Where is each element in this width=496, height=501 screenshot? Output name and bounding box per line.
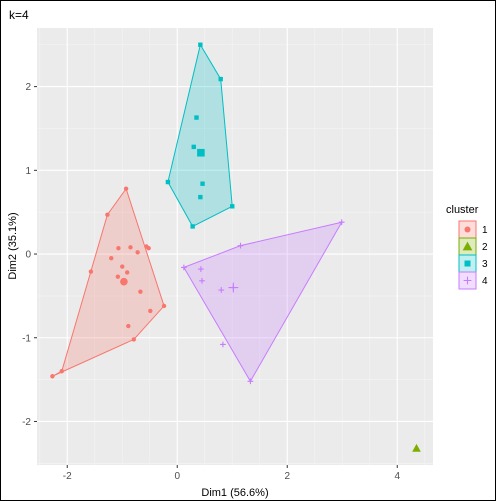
cluster-1-point (105, 212, 110, 217)
y-axis-title: Dim2 (35.1%) (7, 212, 19, 279)
cluster-3-point (200, 181, 205, 186)
y-tick-label: 0 (25, 250, 31, 261)
x-tick-label: -2 (63, 471, 72, 482)
cluster-1-point (123, 186, 129, 191)
cluster-3-centroid (197, 148, 205, 157)
legend-marker-3 (464, 260, 471, 267)
y-tick-label: -2 (22, 417, 31, 428)
cluster-4-point (220, 341, 226, 348)
major-gridlines (37, 28, 433, 465)
cluster-1-point (116, 245, 121, 251)
cluster-1-point (161, 303, 167, 309)
y-axis-ticks: -2 -1 0 1 2 (22, 82, 37, 428)
cluster-3-point (165, 179, 171, 185)
cluster-3-point (190, 224, 195, 229)
cluster-1-point (135, 250, 140, 255)
legend-label-1: 1 (482, 225, 488, 236)
cluster-4-point (198, 266, 204, 272)
cluster-1-point (148, 308, 153, 314)
cluster-1-point (59, 369, 64, 374)
cluster-4-point (247, 378, 254, 385)
cluster-4-point (338, 219, 345, 226)
cluster-1-point (126, 323, 131, 329)
x-tick-label: 4 (394, 471, 400, 482)
cluster-1-point (128, 245, 133, 250)
cluster-1-point (125, 270, 130, 275)
cluster-hulls (52, 43, 343, 383)
cluster-3-point (191, 144, 196, 150)
chart-title: k=4 (9, 8, 29, 22)
cluster-1-point (109, 256, 114, 261)
y-tick-label: -1 (22, 333, 31, 344)
cluster-3-point (198, 194, 203, 200)
cluster-3-point (218, 76, 223, 82)
cluster-1-point (88, 269, 94, 274)
cluster-1-point (138, 289, 143, 294)
legend-title: cluster (446, 204, 479, 216)
cluster-1-point (131, 337, 136, 342)
plot-panel (37, 28, 433, 465)
cluster-3-hull (167, 43, 233, 228)
x-tick-label: 0 (174, 471, 180, 482)
cluster-4-point (237, 242, 244, 249)
cluster-3-point (230, 204, 235, 209)
legend-label-4: 4 (482, 276, 488, 287)
cluster-1-point (115, 274, 121, 279)
cluster-3-point (198, 42, 203, 47)
y-tick-label: 2 (25, 82, 31, 93)
legend-label-2: 2 (482, 242, 488, 253)
y-tick-label: 1 (25, 166, 31, 177)
cluster-2-point (412, 443, 421, 452)
cluster-4-point (218, 287, 225, 293)
cluster-1-point (146, 245, 151, 251)
cluster-4-centroid (228, 282, 239, 293)
legend-marker-1 (464, 226, 471, 233)
cluster-points (50, 42, 421, 452)
cluster-1-point (50, 374, 55, 379)
legend-marker-4 (463, 276, 472, 285)
cluster-1-point (120, 264, 125, 269)
legend-label-3: 3 (482, 259, 488, 270)
legend: cluster 1 2 3 4 (446, 204, 488, 290)
legend-marker-2 (462, 241, 473, 251)
cluster-1-centroid (120, 277, 128, 286)
x-tick-label: 2 (284, 471, 290, 482)
cluster-3-point (194, 115, 199, 120)
x-axis-ticks: -2 0 2 4 (63, 465, 400, 482)
x-axis-title: Dim1 (56.6%) (201, 487, 268, 499)
cluster-4-point (180, 264, 187, 271)
cluster-4-point (199, 277, 205, 284)
